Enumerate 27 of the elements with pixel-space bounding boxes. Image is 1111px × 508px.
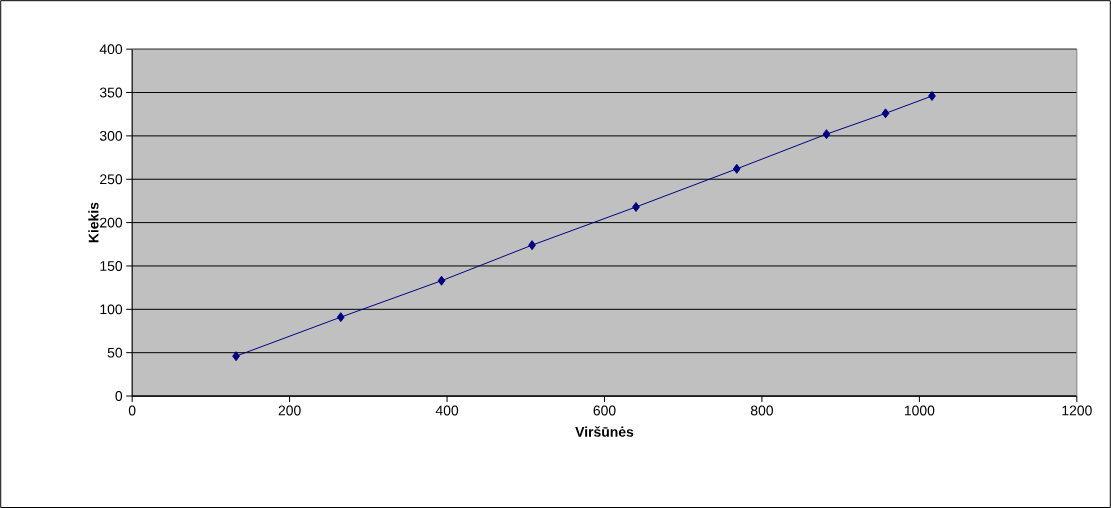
x-axis-title: Viršūnės <box>575 426 634 437</box>
y-axis-title: Kiekis <box>88 202 99 243</box>
x-tick-label: 600 <box>593 405 616 416</box>
point <box>528 240 536 251</box>
point <box>822 129 831 140</box>
y-tick-label: 50 <box>107 347 123 358</box>
x-tick-label: 1000 <box>904 405 935 416</box>
y-tick-label: 400 <box>99 44 123 55</box>
point <box>732 163 741 174</box>
point <box>632 201 640 212</box>
y-tick-label: 350 <box>99 87 123 98</box>
point <box>336 312 345 323</box>
point <box>928 90 936 101</box>
y-tick-label: 0 <box>115 391 123 401</box>
y-tick-label: 200 <box>100 217 123 228</box>
point <box>437 275 446 286</box>
point <box>232 351 240 362</box>
x-tick-label: 0 <box>128 405 136 416</box>
x-tick-label: 1200 <box>1062 405 1092 416</box>
x-tick-label: 400 <box>435 405 459 416</box>
x-tick-label: 800 <box>750 405 774 416</box>
x-tick-label: 200 <box>278 405 301 416</box>
y-tick-label: 300 <box>99 130 123 141</box>
point <box>881 108 890 119</box>
y-tick-label: 250 <box>100 174 123 185</box>
y-tick-label: 150 <box>100 260 123 271</box>
y-tick-label: 100 <box>100 304 123 315</box>
